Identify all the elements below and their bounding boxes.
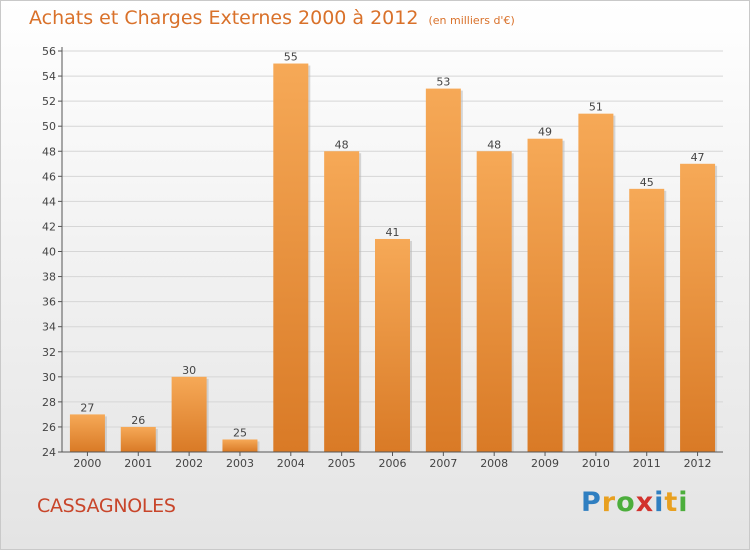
proxiti-logo: Proxiti — [581, 487, 689, 518]
y-tick-label: 24 — [42, 446, 56, 459]
x-tick-label: 2011 — [633, 457, 661, 470]
bar-2007 — [425, 88, 461, 452]
bar-2008 — [476, 151, 512, 452]
x-axis-ticks: 2000 2001 2002 2003 2004 2005 2006 2007 2008 2009… — [73, 452, 712, 470]
x-tick-label: 2007 — [429, 457, 457, 470]
data-label-2001: 26 — [131, 414, 145, 427]
data-label-2009: 49 — [538, 126, 552, 139]
logo-letter: r — [601, 487, 617, 518]
data-label-2006: 41 — [386, 226, 400, 239]
chart-title: Achats et Charges Externes 2000 à 2012 (e… — [29, 7, 515, 29]
bar-2000 — [69, 414, 105, 452]
logo-letter: P — [581, 487, 602, 518]
bars — [69, 63, 718, 452]
x-tick-label: 2006 — [379, 457, 407, 470]
y-tick-label: 36 — [42, 296, 56, 309]
bar-2011 — [629, 188, 665, 452]
x-tick-label: 2001 — [124, 457, 152, 470]
bar-2009 — [527, 138, 563, 452]
bar-2010 — [578, 113, 614, 452]
y-tick-label: 34 — [42, 321, 56, 334]
data-label-2011: 45 — [640, 176, 654, 189]
bar-2003 — [222, 439, 258, 452]
commune-name: CASSAGNOLES — [37, 495, 176, 517]
logo-letter: o — [616, 487, 636, 518]
x-tick-label: 2009 — [531, 457, 559, 470]
bar-2004 — [273, 63, 309, 452]
data-label-2008: 48 — [487, 138, 501, 151]
y-tick-label: 40 — [42, 246, 56, 259]
y-axis-ticks: 24 26 28 30 32 34 36 38 40 42 44 46 48 50 52 54 56 — [42, 45, 62, 459]
y-tick-label: 52 — [42, 95, 56, 108]
logo-letter: t — [664, 487, 679, 518]
bar-2012 — [680, 163, 716, 452]
y-tick-label: 48 — [42, 145, 56, 158]
bar-2006 — [375, 238, 410, 452]
data-label-2012: 47 — [691, 151, 705, 164]
y-tick-label: 54 — [42, 70, 56, 83]
data-label-2004: 55 — [284, 51, 298, 64]
data-label-2005: 48 — [335, 138, 349, 151]
y-tick-label: 56 — [42, 45, 56, 58]
bar-2002 — [171, 376, 207, 452]
x-tick-label: 2008 — [480, 457, 508, 470]
y-tick-label: 42 — [42, 220, 56, 233]
data-label-2002: 30 — [182, 364, 196, 377]
y-tick-label: 28 — [42, 396, 56, 409]
data-label-2010: 51 — [589, 101, 603, 114]
x-tick-label: 2002 — [175, 457, 203, 470]
y-tick-label: 38 — [42, 271, 56, 284]
logo-letter: i — [678, 487, 689, 518]
data-label-2007: 53 — [436, 76, 450, 89]
x-tick-label: 2010 — [582, 457, 610, 470]
x-tick-label: 2012 — [684, 457, 712, 470]
y-tick-label: 46 — [42, 170, 56, 183]
x-tick-label: 2004 — [277, 457, 305, 470]
y-tick-label: 30 — [42, 371, 56, 384]
unit-text: (en milliers d'€) — [428, 14, 515, 27]
x-tick-label: 2003 — [226, 457, 254, 470]
data-labels: 27 26 30 25 55 48 41 53 48 49 51 45 47 — [80, 51, 704, 440]
y-tick-label: 26 — [42, 421, 56, 434]
bar-2001 — [120, 426, 156, 452]
x-tick-label: 2005 — [328, 457, 356, 470]
y-tick-label: 44 — [42, 195, 56, 208]
x-tick-label: 2000 — [73, 457, 101, 470]
data-label-2000: 27 — [80, 401, 94, 414]
y-tick-label: 32 — [42, 346, 56, 359]
logo-letter: i — [654, 487, 665, 518]
title-text: Achats et Charges Externes 2000 à 2012 — [29, 7, 419, 29]
data-label-2003: 25 — [233, 426, 247, 439]
logo-letter: x — [635, 487, 655, 518]
bar-2005 — [324, 151, 360, 452]
y-tick-label: 50 — [42, 120, 56, 133]
